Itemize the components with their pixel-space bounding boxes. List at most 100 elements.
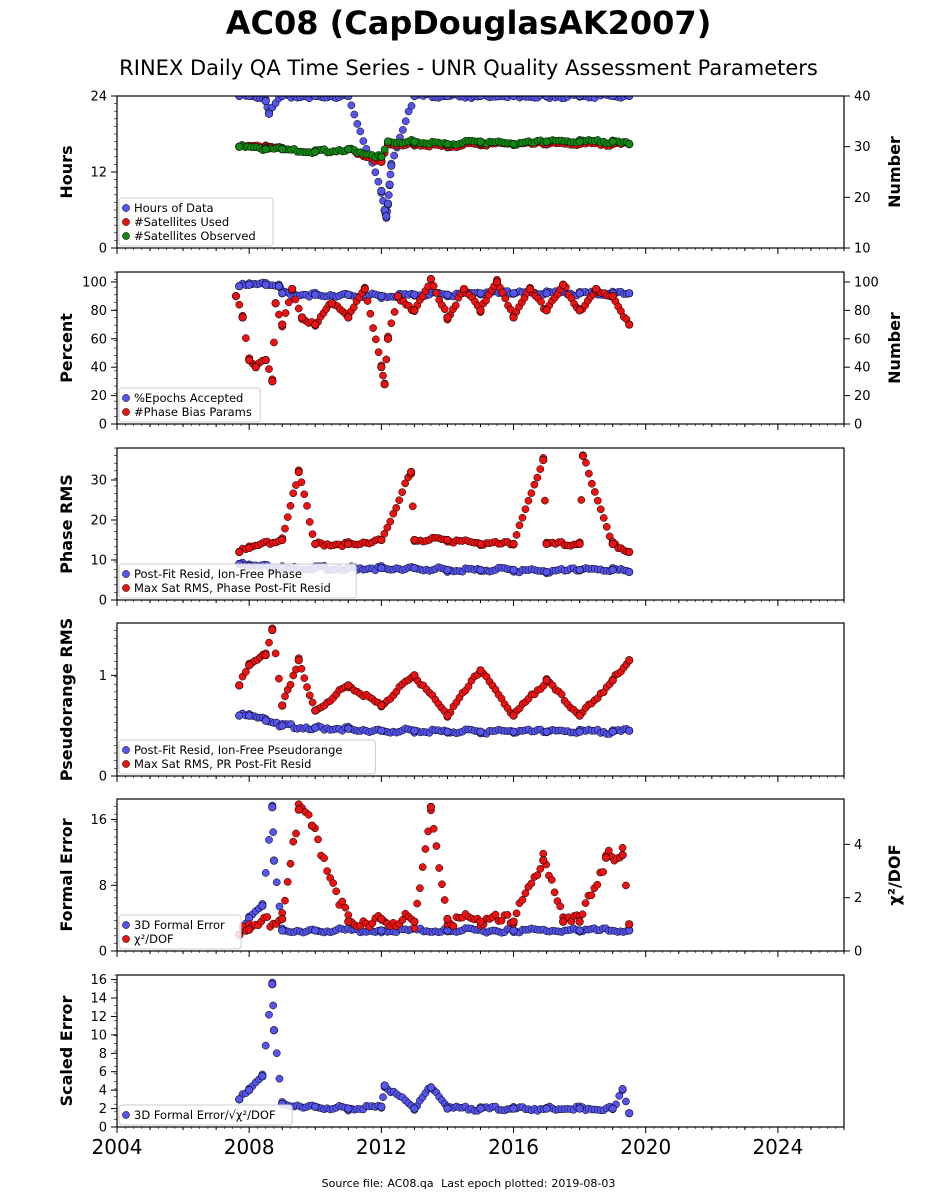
data-point: [303, 502, 311, 510]
data-point: [286, 501, 295, 510]
data-point: [575, 306, 584, 315]
data-point: [547, 875, 556, 884]
data-point: [618, 850, 627, 860]
data-point: [408, 502, 417, 511]
legend: %Epochs Accepted#Phase Bias Params: [118, 387, 261, 423]
data-point: [245, 711, 254, 720]
y-tick-label: 2: [99, 1102, 107, 1117]
data-point: [625, 1109, 634, 1118]
data-point: [278, 320, 287, 329]
data-point: [235, 142, 244, 151]
data-point: [383, 199, 393, 208]
data-point: [320, 854, 328, 863]
data-point: [410, 535, 419, 545]
legend-marker: [122, 760, 130, 768]
data-point: [377, 914, 386, 924]
data-point: [575, 565, 584, 575]
data-point: [265, 1010, 273, 1019]
data-point: [608, 565, 617, 575]
data-point: [578, 451, 588, 461]
last-epoch: 2019-08-03: [551, 1177, 616, 1190]
data-point: [268, 980, 277, 989]
data-point: [383, 523, 392, 532]
data-point: [542, 539, 551, 549]
data-point: [537, 298, 545, 306]
panel-6: 0 2 4 6 8 10 12 14 16 Scaled Error 3D Formal Error…: [57, 973, 845, 1159]
y-tick-label: 20: [90, 389, 107, 404]
data-point: [245, 925, 254, 934]
data-point: [305, 518, 314, 526]
y-tick-label: 6: [99, 1065, 107, 1080]
data-point: [410, 96, 419, 101]
data-point: [344, 290, 353, 299]
y-tick-label: 12: [90, 166, 107, 181]
legend-marker: [122, 232, 130, 240]
data-point: [274, 282, 284, 291]
series-1: [235, 709, 634, 738]
legend-marker: [122, 394, 130, 402]
data-point: [542, 727, 551, 736]
data-point: [426, 275, 436, 284]
data-point: [575, 539, 584, 549]
data-point: [275, 902, 284, 911]
data-point: [283, 878, 292, 886]
data-point: [265, 836, 273, 844]
data-point: [585, 469, 593, 478]
footer-source: Source file: AC08.qa Last epoch plotted: 2…: [0, 1177, 937, 1190]
data-point: [371, 168, 380, 177]
series-2: [231, 275, 634, 389]
legend: 3D Formal Error/√χ²/DOF: [118, 1104, 293, 1126]
data-point: [398, 126, 407, 134]
legend-marker: [122, 935, 130, 943]
y-tick-label: 0: [99, 418, 107, 433]
data-point: [539, 856, 548, 865]
data-point: [286, 859, 295, 868]
y-tick-label: 24: [90, 90, 107, 105]
plot-frame: [116, 271, 845, 425]
data-point: [245, 96, 254, 101]
data-point: [577, 496, 586, 504]
data-point: [383, 137, 393, 146]
data-point: [261, 1041, 270, 1050]
data-point: [588, 479, 596, 488]
data-point: [542, 137, 551, 146]
data-point: [390, 308, 399, 316]
data-point: [235, 1095, 244, 1104]
y-axis-label: Scaled Error: [57, 996, 76, 1107]
data-point: [459, 284, 469, 294]
data-point: [509, 926, 518, 935]
data-point: [386, 170, 395, 179]
data-point: [443, 565, 452, 575]
data-point: [269, 828, 277, 836]
y-tick-label: 12: [90, 1010, 107, 1025]
data-point: [625, 567, 634, 577]
data-point: [525, 284, 535, 294]
data-layer: [231, 275, 634, 389]
data-point: [261, 716, 270, 725]
data-point: [536, 465, 545, 473]
data-point: [269, 1001, 277, 1010]
data-point: [265, 638, 273, 647]
data-point: [382, 212, 391, 221]
data-point: [432, 289, 441, 297]
legend-label: Hours of Data: [134, 201, 214, 215]
data-point: [518, 513, 527, 522]
data-point: [410, 726, 419, 735]
series-2: [235, 451, 634, 557]
data-point: [387, 319, 396, 328]
data-point: [476, 306, 485, 315]
data-point: [300, 674, 309, 682]
data-point: [575, 727, 584, 736]
data-point: [542, 306, 551, 315]
data-point: [539, 849, 548, 858]
data-point: [284, 298, 293, 307]
data-point: [268, 803, 277, 812]
data-point: [329, 879, 338, 887]
data-point: [622, 1097, 630, 1106]
data-point: [527, 879, 536, 888]
data-point: [587, 891, 596, 900]
data-point: [392, 504, 401, 512]
data-point: [401, 117, 410, 126]
data-point: [509, 539, 518, 549]
